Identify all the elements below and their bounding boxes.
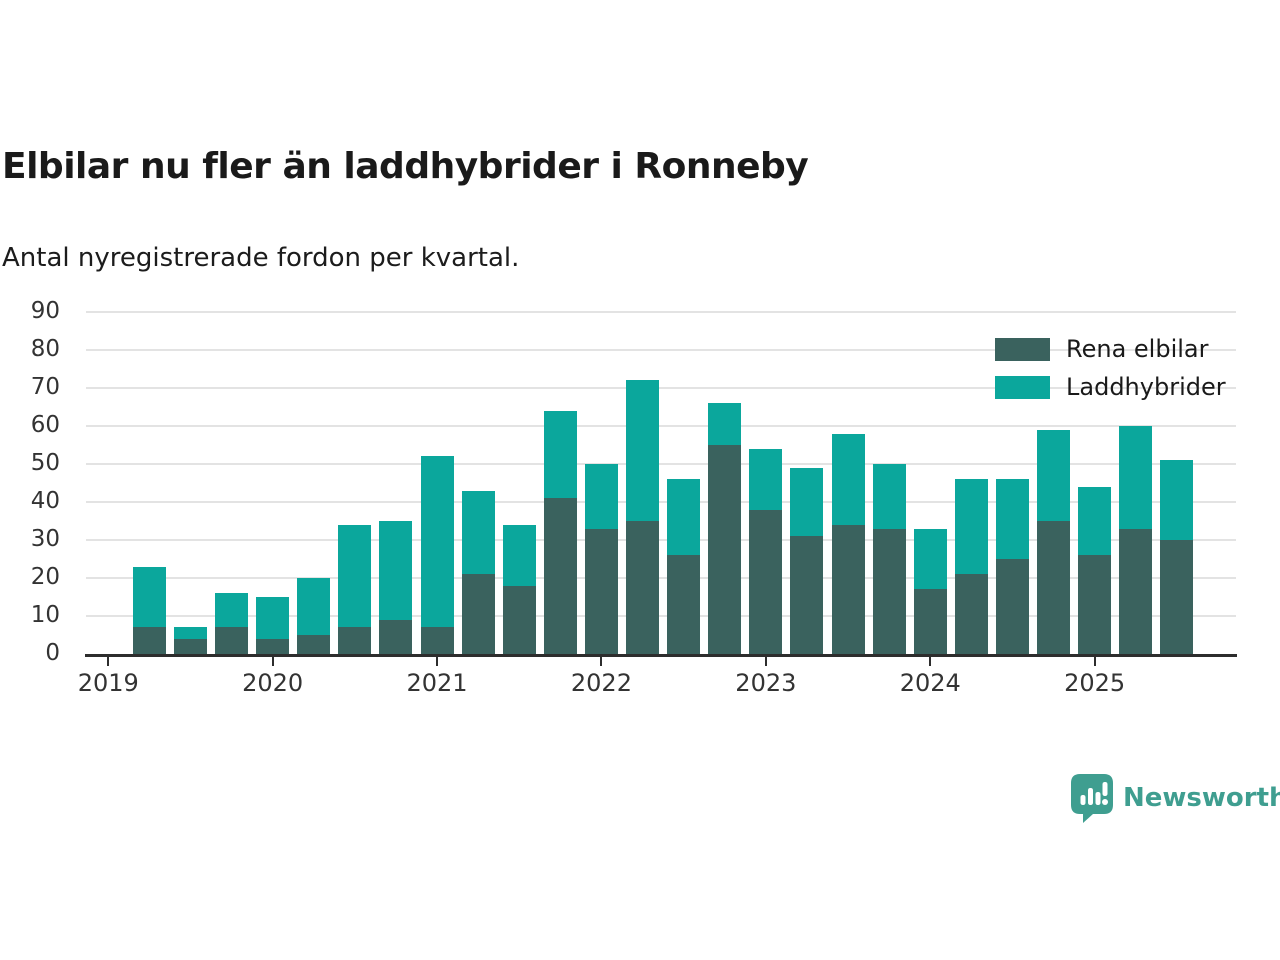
bar-2025-q3-elbilar [1160, 540, 1194, 654]
legend: Rena elbilar Laddhybrider [995, 334, 1226, 410]
bar-2024-q3-elbilar [995, 559, 1029, 654]
bar-2024-q4-elbilar [1037, 521, 1071, 654]
x-tick-2025 [1093, 657, 1096, 666]
y-tick-label-40: 40 [30, 488, 60, 514]
legend-label: Rena elbilar [1066, 335, 1209, 363]
gridline-60 [86, 425, 1236, 427]
gridline-10 [86, 615, 1236, 617]
bar-2021-q4-laddhybrider [543, 410, 577, 499]
bar-2023-q1-elbilar [749, 509, 783, 654]
x-tick-label-2025: 2025 [1064, 669, 1126, 697]
y-tick-label-20: 20 [30, 564, 60, 590]
bar-2020-q2-elbilar [297, 635, 331, 654]
x-tick-2023 [764, 657, 767, 666]
legend-label: Laddhybrider [1066, 373, 1226, 401]
bar-2021-q3-elbilar [502, 585, 536, 654]
bar-2022-q2-elbilar [626, 521, 660, 654]
legend-swatch-rena-elbilar [995, 337, 1050, 361]
y-tick-label-80: 80 [30, 336, 60, 362]
bar-2022-q1-laddhybrider [584, 464, 618, 529]
bar-2024-q2-elbilar [954, 574, 988, 654]
gridline-70 [86, 387, 1236, 389]
bar-2022-q2-laddhybrider [626, 380, 660, 521]
bar-2025-q2-laddhybrider [1119, 426, 1153, 529]
chart-subtitle: Antal nyregistrerade fordon per kvartal. [2, 243, 520, 273]
legend-item-laddhybrider: Laddhybrider [995, 372, 1226, 402]
legend-swatch-laddhybrider [995, 375, 1050, 399]
bar-2023-q2-laddhybrider [790, 467, 824, 537]
bar-2019-q2-elbilar [132, 627, 166, 654]
gridline-30 [86, 539, 1236, 541]
legend-item-rena-elbilar: Rena elbilar [995, 334, 1226, 364]
bar-2023-q3-laddhybrider [831, 433, 865, 525]
gridline-40 [86, 501, 1236, 503]
x-tick-2019 [107, 657, 110, 666]
bar-2023-q4-laddhybrider [872, 464, 906, 529]
y-tick-label-50: 50 [30, 450, 60, 476]
bar-2019-q3-elbilar [173, 638, 207, 654]
bar-2021-q1-elbilar [420, 627, 454, 654]
newsworthy-wordmark: Newsworthy [1123, 783, 1280, 813]
x-tick-label-2024: 2024 [899, 669, 961, 697]
bar-2025-q3-laddhybrider [1160, 460, 1194, 540]
bar-2020-q4-laddhybrider [379, 521, 413, 620]
bar-2020-q1-laddhybrider [256, 597, 290, 639]
x-tick-2020 [271, 657, 274, 666]
bar-2024-q4-laddhybrider [1037, 429, 1071, 521]
bar-2022-q3-laddhybrider [667, 479, 701, 556]
bar-2020-q2-laddhybrider [297, 578, 331, 635]
bar-2019-q4-laddhybrider [215, 593, 249, 628]
bar-2024-q2-laddhybrider [954, 479, 988, 575]
bar-2020-q3-elbilar [338, 627, 372, 654]
bar-2020-q1-elbilar [256, 638, 290, 654]
x-tick-label-2023: 2023 [735, 669, 797, 697]
bar-2023-q2-elbilar [790, 536, 824, 654]
x-tick-label-2019: 2019 [77, 669, 139, 697]
x-tick-label-2020: 2020 [242, 669, 304, 697]
y-tick-label-60: 60 [30, 412, 60, 438]
y-tick-label-0: 0 [45, 640, 60, 666]
bar-2021-q3-laddhybrider [502, 524, 536, 586]
y-tick-label-10: 10 [30, 602, 60, 628]
bar-2023-q4-elbilar [872, 528, 906, 654]
bar-2019-q3-laddhybrider [173, 627, 207, 639]
bar-2024-q1-laddhybrider [913, 528, 947, 590]
bar-2021-q4-elbilar [543, 498, 577, 654]
newsworthy-logo: Newsworthy [1070, 773, 1280, 823]
y-tick-label-30: 30 [30, 526, 60, 552]
bar-2020-q4-elbilar [379, 619, 413, 654]
bar-2025-q1-elbilar [1078, 555, 1112, 654]
x-tick-2021 [436, 657, 439, 666]
gridline-20 [86, 577, 1236, 579]
bar-2023-q3-elbilar [831, 524, 865, 654]
x-tick-2022 [600, 657, 603, 666]
bar-2023-q1-laddhybrider [749, 448, 783, 510]
gridline-50 [86, 463, 1236, 465]
bar-2022-q4-elbilar [708, 445, 742, 654]
bar-2025-q1-laddhybrider [1078, 486, 1112, 556]
bar-2022-q1-elbilar [584, 528, 618, 654]
y-tick-label-90: 90 [30, 298, 60, 324]
bar-2020-q3-laddhybrider [338, 524, 372, 628]
gridline-80 [86, 349, 1236, 351]
x-tick-label-2022: 2022 [570, 669, 632, 697]
y-tick-label-70: 70 [30, 374, 60, 400]
bar-2024-q3-laddhybrider [995, 479, 1029, 559]
x-tick-label-2021: 2021 [406, 669, 468, 697]
x-tick-2024 [929, 657, 932, 666]
bar-2024-q1-elbilar [913, 589, 947, 654]
bar-2025-q2-elbilar [1119, 528, 1153, 654]
bar-2021-q2-elbilar [461, 574, 495, 654]
x-axis-line [85, 654, 1237, 657]
bar-2019-q4-elbilar [215, 627, 249, 654]
bar-2021-q1-laddhybrider [420, 456, 454, 628]
bar-2022-q4-laddhybrider [708, 403, 742, 445]
newsworthy-bubble-icon [1071, 774, 1113, 823]
bar-2019-q2-laddhybrider [132, 566, 166, 628]
chart-title: Elbilar nu fler än laddhybrider i Ronneb… [2, 146, 809, 187]
bar-2022-q3-elbilar [667, 555, 701, 654]
bar-2021-q2-laddhybrider [461, 490, 495, 575]
gridline-90 [86, 311, 1236, 313]
